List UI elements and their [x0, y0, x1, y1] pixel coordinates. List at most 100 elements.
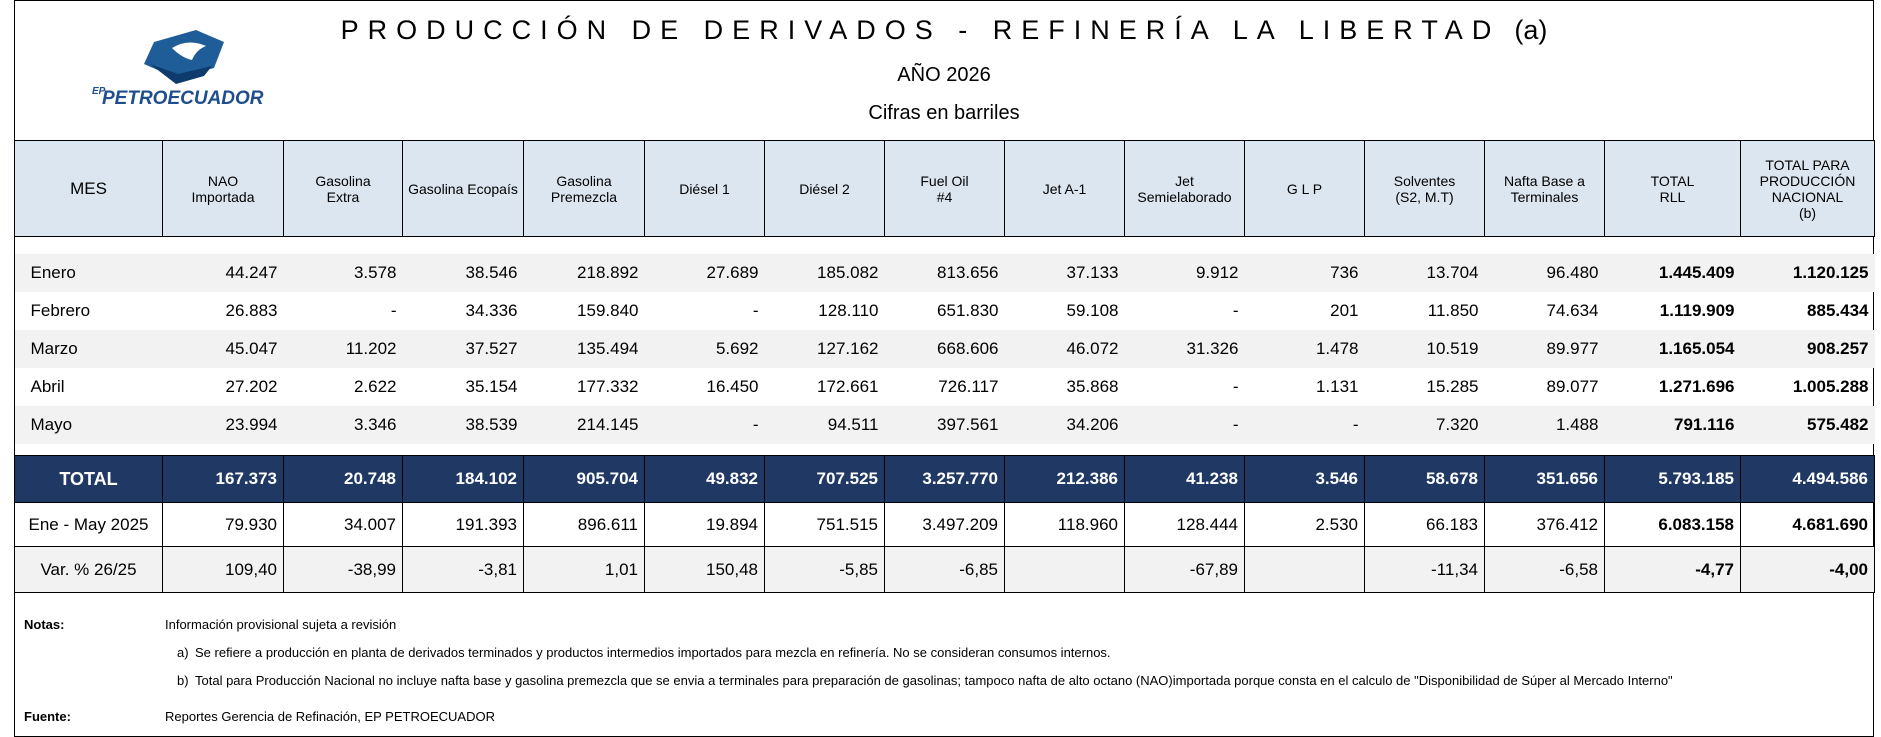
cell: 26.883 — [225, 300, 278, 320]
cell — [1004, 546, 1125, 593]
cell — [1244, 546, 1365, 593]
cell: -5,85 — [764, 546, 885, 593]
cell: 27.202 — [225, 376, 278, 396]
cell: 49.832 — [644, 455, 765, 503]
cell: - — [1232, 376, 1239, 396]
cell: 66.183 — [1364, 502, 1485, 547]
note-text: Total para Producción Nacional no incluy… — [195, 673, 1673, 688]
column-header: Jet Semielaborado — [1124, 140, 1245, 237]
logo-cut — [172, 42, 206, 60]
cell: 1.271.696 — [1658, 376, 1735, 396]
cell: 813.656 — [884, 253, 1005, 292]
cell: - — [1124, 405, 1245, 444]
cell: 20.748 — [283, 455, 403, 503]
cell: 44.247 — [162, 253, 284, 292]
cell: 751.515 — [764, 502, 885, 547]
cell: 736 — [1244, 253, 1365, 292]
cell: 1.120.125 — [1740, 253, 1875, 292]
cell: 37.133 — [1004, 253, 1125, 292]
cell: 668.606 — [884, 329, 1005, 368]
cell: 128.110 — [818, 300, 879, 320]
spacer — [15, 237, 1875, 254]
cell: 791.116 — [1604, 405, 1741, 444]
cell: 172.661 — [817, 376, 879, 396]
cell: 150,48 — [644, 546, 765, 593]
cell: 31.326 — [1124, 329, 1245, 368]
cell: 35.154 — [465, 376, 518, 396]
cell: - — [1244, 405, 1365, 444]
production-table: MES NAO Importada Gasolina Extra Gasolina E… — [14, 140, 1875, 593]
cell: 1.005.288 — [1792, 376, 1869, 396]
cell: 3.497.209 — [884, 502, 1005, 547]
cell: 37.527 — [402, 329, 524, 368]
header-row: MES NAO Importada Gasolina Extra Gasolina E… — [14, 140, 1875, 237]
cell: 5.793.185 — [1604, 455, 1741, 503]
cell: TOTAL — [14, 455, 163, 503]
column-header: Diésel 1 — [644, 140, 765, 237]
cell: 397.561 — [884, 405, 1005, 444]
cell: 159.840 — [577, 300, 639, 320]
cell: 127.162 — [764, 329, 885, 368]
cell: 11.202 — [283, 329, 403, 368]
spacer-cell — [15, 237, 1875, 254]
logo-name: PETROECUADOR — [102, 88, 264, 109]
cell: 191.393 — [402, 502, 524, 547]
cell: -6,58 — [1484, 546, 1605, 593]
note-text: Se refiere a producción en planta de der… — [195, 645, 1111, 660]
cell: 9.912 — [1124, 253, 1245, 292]
source-label: Fuente: — [24, 709, 71, 724]
cell: Abril — [30, 376, 65, 396]
note-marker: b) — [177, 673, 189, 688]
cell: -3,81 — [402, 546, 524, 593]
cell: 575.482 — [1740, 405, 1875, 444]
cell: 128.444 — [1124, 502, 1245, 547]
cell: 1.131 — [1315, 376, 1359, 396]
cell: 6.083.158 — [1604, 502, 1741, 547]
column-header: Gasolina Extra — [283, 140, 403, 237]
cell: 38.546 — [402, 253, 524, 292]
cell: 109,40 — [162, 546, 284, 593]
cell: 1.478 — [1244, 329, 1365, 368]
cell: 27.689 — [644, 253, 765, 292]
header: PRODUCCIÓN DE DERIVADOS - REFINERÍA LA L… — [14, 0, 1874, 140]
column-header: Jet A-1 — [1004, 140, 1125, 237]
cell: 3.257.770 — [884, 455, 1005, 503]
cell: 58.678 — [1364, 455, 1485, 503]
column-header: TOTAL PARA PRODUCCIÓN NACIONAL (b) — [1740, 140, 1875, 237]
title-note: (a) — [1514, 15, 1548, 45]
cell: 185.082 — [764, 253, 885, 292]
cell: Febrero — [30, 300, 91, 320]
cell: 4.681.690 — [1740, 502, 1875, 547]
variation-row: Var. % 26/25 109,40 -38,99 -3,81 1,01 150,48-… — [14, 546, 1875, 593]
cell: 7.320 — [1364, 405, 1485, 444]
cell: - — [644, 405, 765, 444]
cell: 89.977 — [1484, 329, 1605, 368]
cell: 726.117 — [938, 376, 999, 396]
column-header: NAO Importada — [162, 140, 284, 237]
cell: -4,00 — [1740, 546, 1875, 593]
column-header: Nafta Base a Terminales — [1484, 140, 1605, 237]
cell: 3.546 — [1244, 455, 1365, 503]
data-row: Marzo 45.047 11.202 37.527 135.494 5.692 127.1… — [14, 329, 1875, 368]
cell: -4,77 — [1604, 546, 1741, 593]
cell: Enero — [14, 253, 163, 292]
title: PRODUCCIÓN DE DERIVADOS - REFINERÍA LA L… — [340, 15, 1501, 45]
cell: -6,85 — [884, 546, 1005, 593]
cell: 1.119.909 — [1659, 300, 1735, 320]
cell: 201 — [1330, 300, 1359, 320]
column-header: Diésel 2 — [764, 140, 885, 237]
cell: 135.494 — [523, 329, 645, 368]
column-header: Fuel Oil #4 — [884, 140, 1005, 237]
cell: 96.480 — [1484, 253, 1605, 292]
cell: 177.332 — [577, 376, 639, 396]
cell: 10.519 — [1364, 329, 1485, 368]
cell: 885.434 — [1807, 300, 1869, 320]
cell: 896.611 — [523, 502, 645, 547]
cell: 46.072 — [1004, 329, 1125, 368]
cell: 74.634 — [1546, 300, 1599, 320]
cell: -67,89 — [1124, 546, 1245, 593]
cell: 376.412 — [1484, 502, 1605, 547]
cell: 167.373 — [162, 455, 284, 503]
column-header: G L P — [1244, 140, 1365, 237]
column-header: Solventes (S2, M.T) — [1364, 140, 1485, 237]
